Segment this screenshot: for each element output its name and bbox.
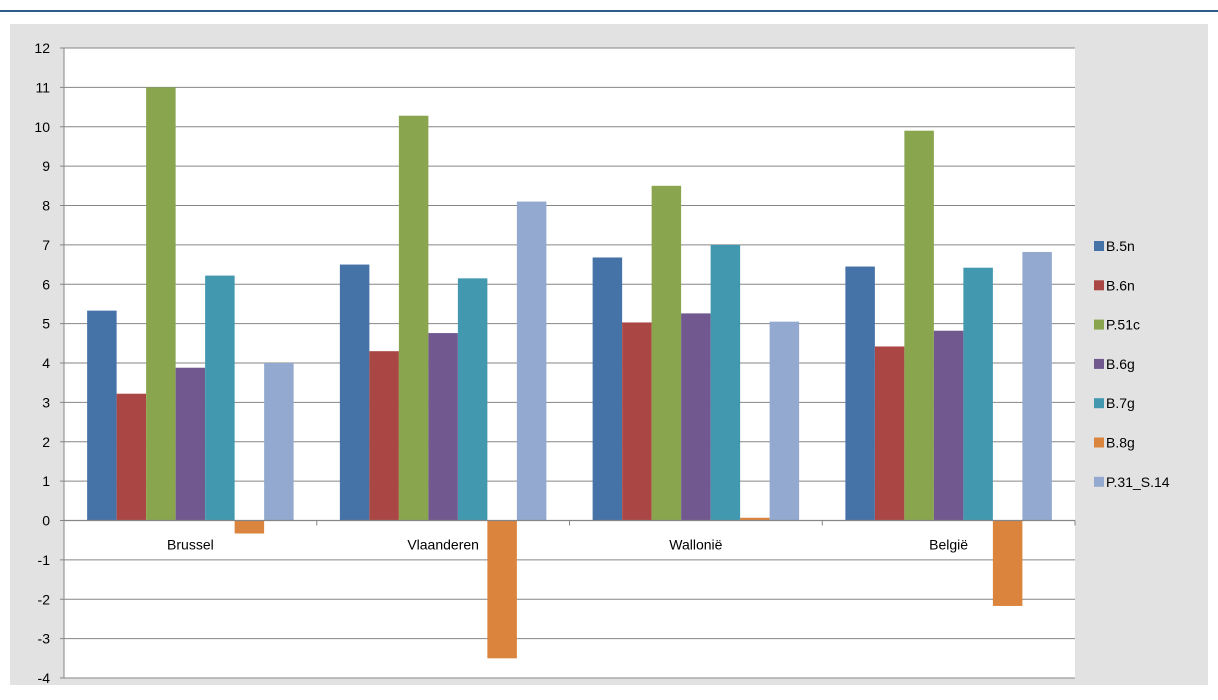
bar-B.7g-Brussel xyxy=(205,275,235,521)
bar-B.8g-België xyxy=(992,520,1023,606)
legend-swatch xyxy=(1094,476,1104,487)
bar-P.51c-Brussel xyxy=(146,87,176,521)
y-tick-label: 10 xyxy=(34,119,50,135)
bar-B.6g-Vlaanderen xyxy=(428,333,458,521)
x-category-label: België xyxy=(929,537,968,553)
bar-B.8g-Wallonië xyxy=(740,517,770,521)
y-tick-label: 6 xyxy=(42,276,50,292)
y-tick-label: 2 xyxy=(42,434,50,450)
bar-P.51c-België xyxy=(904,130,934,521)
bar-B.5n-Vlaanderen xyxy=(339,264,370,521)
legend-label: P.31_S.14 xyxy=(1106,474,1170,490)
y-tick-label: -1 xyxy=(38,552,51,568)
legend-label: B.8g xyxy=(1106,435,1135,451)
bar-P.31_S.14-Brussel xyxy=(264,363,294,521)
bar-B.6n-Vlaanderen xyxy=(369,351,399,521)
legend-item: P.51c xyxy=(1094,317,1140,333)
legend-swatch xyxy=(1094,241,1104,251)
bar-P.31_S.14-Vlaanderen xyxy=(516,201,547,521)
legend-item: B.5n xyxy=(1094,238,1135,254)
x-axis-labels: Brussel Vlaanderen Wallonië België xyxy=(167,537,968,553)
y-tick-label: 1 xyxy=(42,473,50,489)
legend-swatch xyxy=(1094,319,1104,330)
bar-P.51c-Vlaanderen xyxy=(398,115,429,521)
bar-B.7g-België xyxy=(963,267,993,521)
x-category-label: Vlaanderen xyxy=(407,537,479,553)
legend: B.5n B.6n P.51c B.6g B.7g B.8g P.31_S.14 xyxy=(1094,238,1170,490)
y-tick-label: 3 xyxy=(42,394,50,410)
x-category-label: Brussel xyxy=(167,537,214,553)
bar-B.6n-Brussel xyxy=(116,393,147,521)
y-tick-label: 4 xyxy=(42,355,50,371)
y-tick-label: -3 xyxy=(38,631,51,647)
bar-B.6g-België xyxy=(933,330,964,521)
y-tick-label: 7 xyxy=(42,237,50,253)
y-tick-label: -2 xyxy=(38,591,51,607)
bar-P.31_S.14-Wallonië xyxy=(769,321,800,521)
bar-P.31_S.14-België xyxy=(1022,251,1052,521)
bar-B.8g-Brussel xyxy=(234,520,265,534)
bar-B.7g-Vlaanderen xyxy=(457,278,488,521)
legend-item: B.7g xyxy=(1094,395,1135,411)
y-tick-label: 9 xyxy=(42,158,50,174)
x-category-label: Wallonië xyxy=(669,537,722,553)
bar-B.5n-Wallonië xyxy=(592,257,623,521)
y-tick-label: 12 xyxy=(34,40,50,56)
bars xyxy=(87,87,1052,659)
legend-swatch xyxy=(1094,280,1104,291)
legend-label: B.6g xyxy=(1106,356,1135,372)
bar-B.7g-Wallonië xyxy=(710,244,741,521)
legend-label: B.7g xyxy=(1106,395,1135,411)
legend-item: B.8g xyxy=(1094,435,1135,451)
bar-B.6g-Wallonië xyxy=(681,313,711,521)
legend-swatch xyxy=(1094,358,1104,369)
y-tick-label: -4 xyxy=(38,670,51,686)
legend-swatch xyxy=(1094,398,1104,409)
bar-B.8g-Vlaanderen xyxy=(487,520,517,659)
legend-item: B.6n xyxy=(1094,277,1135,293)
y-tick-label: 11 xyxy=(35,79,50,95)
bar-B.5n-België xyxy=(845,266,875,521)
bar-B.6n-Wallonië xyxy=(622,322,652,521)
y-tick-label: 5 xyxy=(42,316,50,332)
legend-label: P.51c xyxy=(1106,317,1140,333)
bar-B.6n-België xyxy=(874,346,905,521)
legend-label: B.5n xyxy=(1106,238,1135,254)
x-axis xyxy=(63,519,1076,526)
legend-item: P.31_S.14 xyxy=(1094,474,1170,490)
bar-P.51c-Wallonië xyxy=(651,185,682,521)
top-divider xyxy=(0,10,1218,12)
bar-B.6g-Brussel xyxy=(175,367,206,521)
legend-label: B.6n xyxy=(1106,277,1135,293)
bar-B.5n-Brussel xyxy=(87,310,117,521)
y-tick-label: 0 xyxy=(42,513,50,529)
legend-swatch xyxy=(1094,437,1104,448)
y-tick-label: 8 xyxy=(42,198,50,214)
legend-item: B.6g xyxy=(1094,356,1135,372)
